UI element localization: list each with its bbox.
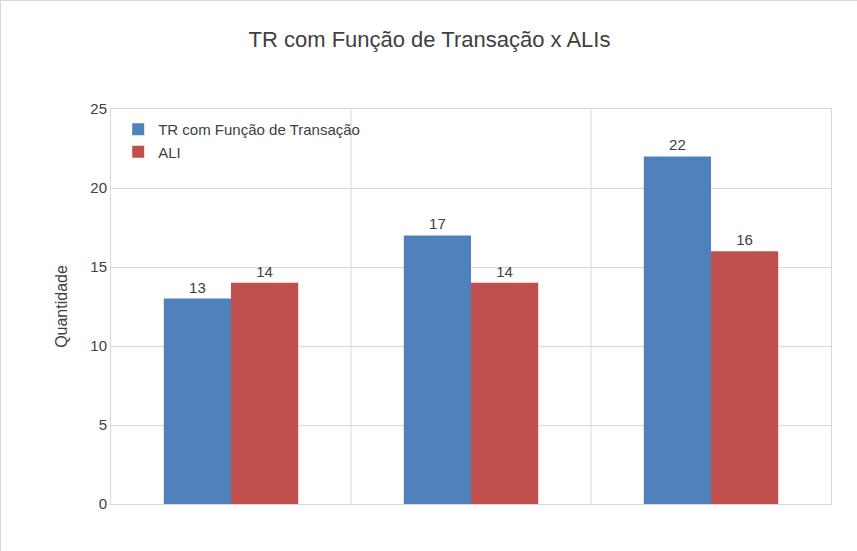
svg-text:14: 14 [256,263,273,280]
svg-text:17: 17 [429,215,446,232]
svg-text:Quantidade: Quantidade [53,265,70,348]
svg-text:14: 14 [496,263,513,280]
svg-text:ALI: ALI [158,144,181,161]
svg-text:TR com Função de Transação: TR com Função de Transação [158,121,360,138]
svg-text:TR com Função de Transação x A: TR com Função de Transação x ALIs [249,27,611,52]
svg-text:0: 0 [99,495,107,512]
svg-text:20: 20 [90,179,107,196]
svg-text:25: 25 [90,100,107,117]
svg-text:16: 16 [736,231,753,248]
svg-text:13: 13 [189,279,206,296]
svg-text:10: 10 [90,337,107,354]
svg-text:15: 15 [90,258,107,275]
svg-text:22: 22 [669,136,686,153]
svg-text:5: 5 [99,416,107,433]
